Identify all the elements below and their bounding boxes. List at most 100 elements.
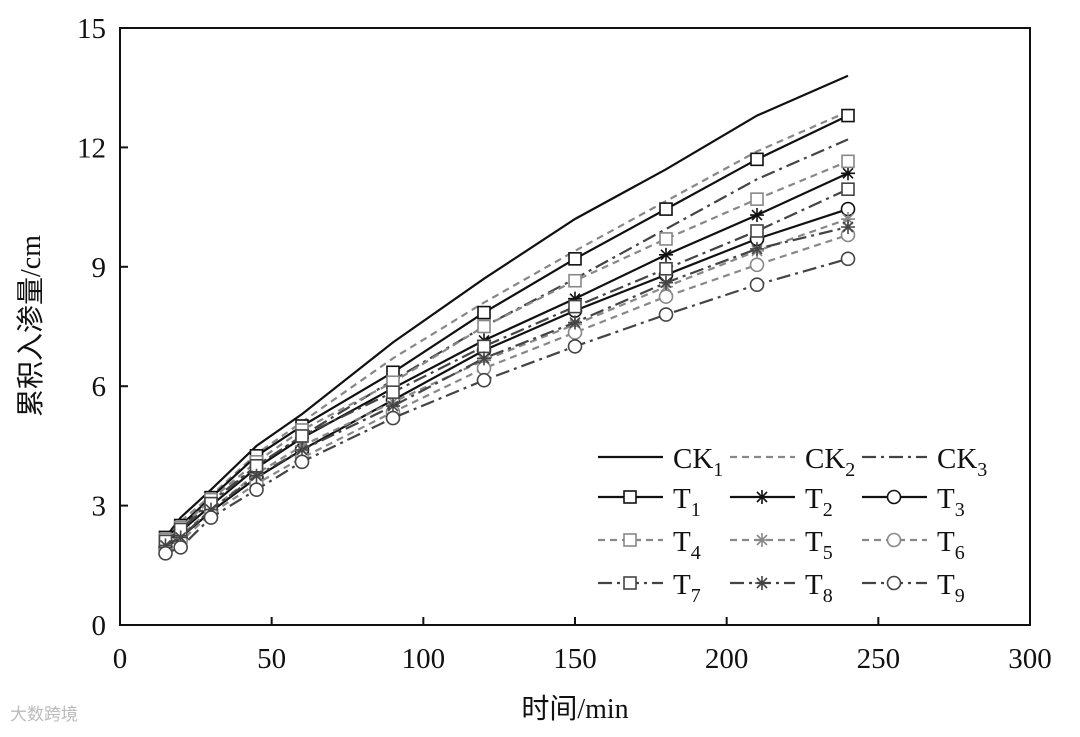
- square-marker: [568, 252, 582, 266]
- star-marker: [295, 442, 309, 457]
- x-tick-label: 250: [857, 643, 901, 675]
- x-tick-label: 200: [705, 643, 749, 675]
- legend-label: T4: [673, 526, 701, 564]
- circle-marker: [886, 532, 902, 548]
- square-marker: [386, 385, 400, 399]
- circle-marker: [476, 372, 492, 388]
- y-tick-label: 0: [92, 610, 107, 642]
- star-marker: [841, 220, 855, 234]
- star-marker: [750, 208, 764, 223]
- circle-marker: [294, 454, 310, 470]
- x-tick-label: 150: [553, 643, 597, 675]
- square-marker: [477, 339, 491, 354]
- series-ck2: [164, 110, 849, 541]
- circle-marker: [385, 410, 401, 426]
- y-tick-label: 12: [77, 132, 106, 164]
- square-marker: [659, 202, 673, 216]
- legend-item-t4: T4: [598, 526, 701, 564]
- square-marker: [659, 261, 673, 276]
- circle-marker: [886, 489, 902, 505]
- x-axis-label: 时间/min: [521, 693, 628, 725]
- series-line: [164, 114, 849, 539]
- square-marker: [659, 232, 673, 246]
- legend-item-t3: T3: [862, 483, 965, 521]
- x-tick-label: 0: [113, 643, 128, 675]
- series-line: [165, 257, 849, 555]
- circle-marker: [749, 277, 765, 293]
- series-line: [164, 74, 849, 539]
- y-tick-label: 9: [92, 252, 107, 284]
- star-marker: [204, 502, 218, 517]
- legend-item-t5: T5: [730, 526, 833, 564]
- square-marker: [295, 429, 309, 443]
- star-marker: [173, 530, 188, 545]
- circle-marker: [203, 510, 219, 525]
- legend-item-ck1: CK1: [598, 443, 723, 481]
- star-marker: [755, 576, 769, 590]
- series-t6: [158, 227, 856, 557]
- square-marker: [750, 224, 764, 238]
- series-line: [164, 160, 849, 541]
- y-tick-label: 3: [92, 491, 107, 523]
- star-marker: [755, 533, 769, 547]
- square-marker: [841, 182, 855, 196]
- legend-label: T8: [805, 569, 833, 607]
- y-tick-label: 15: [77, 13, 106, 45]
- watermark-text: 大数跨境: [10, 705, 78, 725]
- square-marker: [623, 490, 637, 504]
- legend-label: T6: [937, 526, 965, 564]
- legend: CK1 CK2 CK3 T1 T2 T3 T4 T5 T6 T7 T8 T9: [598, 443, 987, 607]
- star-marker: [249, 468, 264, 483]
- circle-marker: [749, 257, 765, 273]
- legend-label: T7: [673, 569, 701, 607]
- legend-label: CK2: [805, 443, 855, 481]
- circle-marker: [567, 339, 583, 354]
- circle-marker: [840, 251, 856, 267]
- circle-marker: [886, 575, 902, 591]
- legend-label: T2: [805, 483, 833, 521]
- square-marker: [623, 533, 637, 547]
- circle-marker: [249, 482, 264, 497]
- x-tick-label: 300: [1008, 643, 1052, 675]
- square-marker: [750, 152, 764, 167]
- legend-item-t1: T1: [598, 483, 701, 521]
- star-marker: [750, 241, 764, 256]
- legend-item-t6: T6: [862, 526, 965, 564]
- legend-item-t7: T7: [598, 569, 701, 607]
- square-marker: [477, 319, 491, 334]
- square-marker: [477, 305, 491, 320]
- y-axis-label: 累积入渗量/cm: [15, 235, 47, 417]
- series-group: [158, 74, 856, 561]
- legend-label: T5: [805, 526, 833, 564]
- circle-marker: [658, 289, 674, 304]
- square-marker: [841, 154, 855, 169]
- series-line: [164, 188, 849, 543]
- legend-label: T1: [673, 483, 701, 521]
- circle-marker: [158, 546, 173, 561]
- square-marker: [623, 576, 637, 590]
- legend-item-t9: T9: [862, 569, 965, 607]
- legend-label: T3: [937, 483, 965, 521]
- star-marker: [477, 351, 491, 366]
- star-marker: [659, 247, 673, 262]
- star-marker: [386, 399, 400, 414]
- x-tick-label: 100: [402, 643, 446, 675]
- y-tick-label: 6: [92, 371, 107, 403]
- legend-item-t8: T8: [730, 569, 833, 607]
- square-marker: [750, 192, 764, 206]
- star-marker: [158, 538, 173, 553]
- legend-label: CK1: [673, 443, 723, 481]
- square-marker: [568, 299, 582, 314]
- star-marker: [841, 212, 855, 227]
- star-marker: [841, 166, 855, 181]
- legend-item-ck2: CK2: [730, 443, 855, 481]
- star-marker: [755, 490, 769, 504]
- series-t7: [158, 182, 855, 549]
- legend-label: CK3: [937, 443, 987, 481]
- series-t3: [158, 201, 856, 555]
- series-t9: [158, 251, 856, 561]
- series-line: [164, 225, 849, 547]
- square-marker: [568, 273, 582, 288]
